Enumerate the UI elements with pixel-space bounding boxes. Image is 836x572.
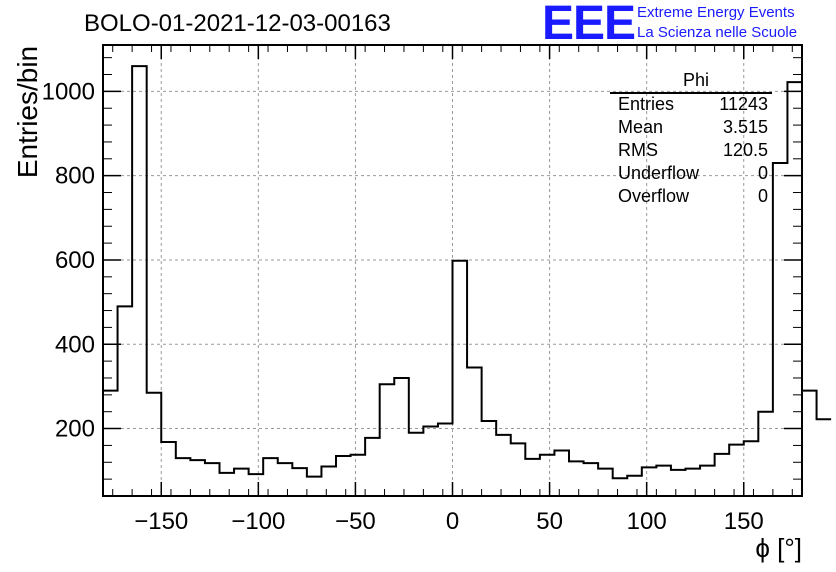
stats-value: 3.515 [722, 117, 768, 137]
histogram-bin [802, 391, 817, 496]
histogram-bin [715, 454, 730, 496]
histogram-outline [103, 65, 832, 480]
histogram-bin [453, 261, 468, 496]
y-tick-label: 800 [55, 163, 95, 190]
histogram-bin [423, 426, 438, 496]
histogram-bin [613, 478, 628, 496]
histogram-bin [161, 442, 176, 496]
stats-value: 120.5 [722, 140, 768, 160]
histogram-bin [234, 469, 249, 496]
histogram-bin [351, 455, 366, 496]
histogram-bin [394, 378, 409, 496]
y-tick-label: 200 [55, 416, 95, 443]
histogram-bin [176, 458, 191, 496]
y-axis-label: Entries/bin [12, 45, 43, 179]
x-tick-label: 150 [724, 508, 764, 535]
histogram-bin [321, 466, 336, 496]
y-tick-label: 1000 [42, 78, 95, 105]
histogram-bin [817, 419, 832, 496]
histogram-bin [438, 424, 453, 496]
histogram-bin [584, 463, 599, 496]
histogram-bin [540, 455, 555, 496]
stats-box: Phi Entries 11243 Mean 3.515 RMS 120.5 U… [610, 70, 772, 209]
stats-row: Entries 11243 [610, 94, 772, 117]
histogram-bin [686, 469, 701, 496]
stats-row: Mean 3.515 [610, 117, 772, 140]
stats-value: 11243 [719, 94, 768, 114]
y-tick-label: 600 [55, 247, 95, 274]
histogram-bin [554, 450, 569, 496]
histogram-bin [671, 470, 686, 496]
stats-label: Underflow [618, 163, 700, 183]
logo-tagline: Extreme Energy Events La Scienza nelle S… [637, 3, 797, 43]
histogram-bin [482, 421, 497, 496]
histogram-bin [569, 461, 584, 496]
histogram-bin [656, 466, 671, 496]
stats-title: Phi [610, 70, 772, 94]
x-axis-label: ϕ [°] [755, 533, 802, 563]
stats-value: 0 [757, 163, 768, 183]
histogram-bin [132, 66, 147, 496]
histogram-bin [627, 476, 642, 496]
histogram-bin [147, 393, 162, 496]
stats-row: RMS 120.5 [610, 140, 772, 163]
x-tick-label: −50 [335, 508, 376, 535]
stats-label: Mean [618, 117, 664, 137]
histogram-bin [365, 438, 380, 496]
x-tick-label: 0 [446, 508, 459, 535]
histogram-bin [773, 163, 788, 496]
histogram-bin [307, 477, 322, 496]
histogram-bin [525, 459, 540, 496]
histogram-bin [496, 435, 511, 496]
histogram-bin [249, 474, 264, 496]
histogram-bin [336, 456, 351, 496]
histogram-bin [787, 82, 802, 496]
histogram-bin [118, 306, 133, 496]
histogram-bin [511, 443, 526, 496]
stats-value: 0 [757, 186, 768, 206]
stats-row: Overflow 0 [610, 186, 772, 209]
stats-label: Entries [618, 94, 675, 114]
stats-row: Underflow 0 [610, 163, 772, 186]
stats-label: Overflow [618, 186, 690, 206]
histogram-bin [380, 384, 395, 496]
histogram-bin [758, 412, 773, 496]
histogram-bin [467, 367, 482, 496]
histogram-bin [220, 473, 235, 496]
histogram-bin [744, 441, 759, 496]
stats-label: RMS [618, 140, 658, 160]
histogram-bin [700, 466, 715, 496]
x-tick-label: −100 [231, 508, 285, 535]
histogram-bin [263, 458, 278, 496]
histogram-bin [598, 469, 613, 496]
x-tick-label: 50 [536, 508, 563, 535]
histogram-bin [642, 467, 657, 496]
y-tick-label: 400 [55, 331, 95, 358]
histogram-bin [729, 445, 744, 496]
histogram-bin [292, 468, 307, 496]
histogram-bin [409, 433, 424, 496]
x-tick-label: 100 [627, 508, 667, 535]
x-tick-label: −150 [134, 508, 188, 535]
histogram-bin [190, 460, 205, 496]
logo-tagline-line2: La Scienza nelle Scuole [637, 24, 798, 41]
eee-logo: EEE [542, 0, 636, 50]
logo-tagline-line1: Extreme Energy Events [637, 4, 795, 21]
chart-title: BOLO-01-2021-12-03-00163 [84, 10, 391, 37]
histogram-bin [205, 463, 220, 496]
histogram-bin [278, 463, 293, 496]
histogram-bin [103, 391, 118, 496]
